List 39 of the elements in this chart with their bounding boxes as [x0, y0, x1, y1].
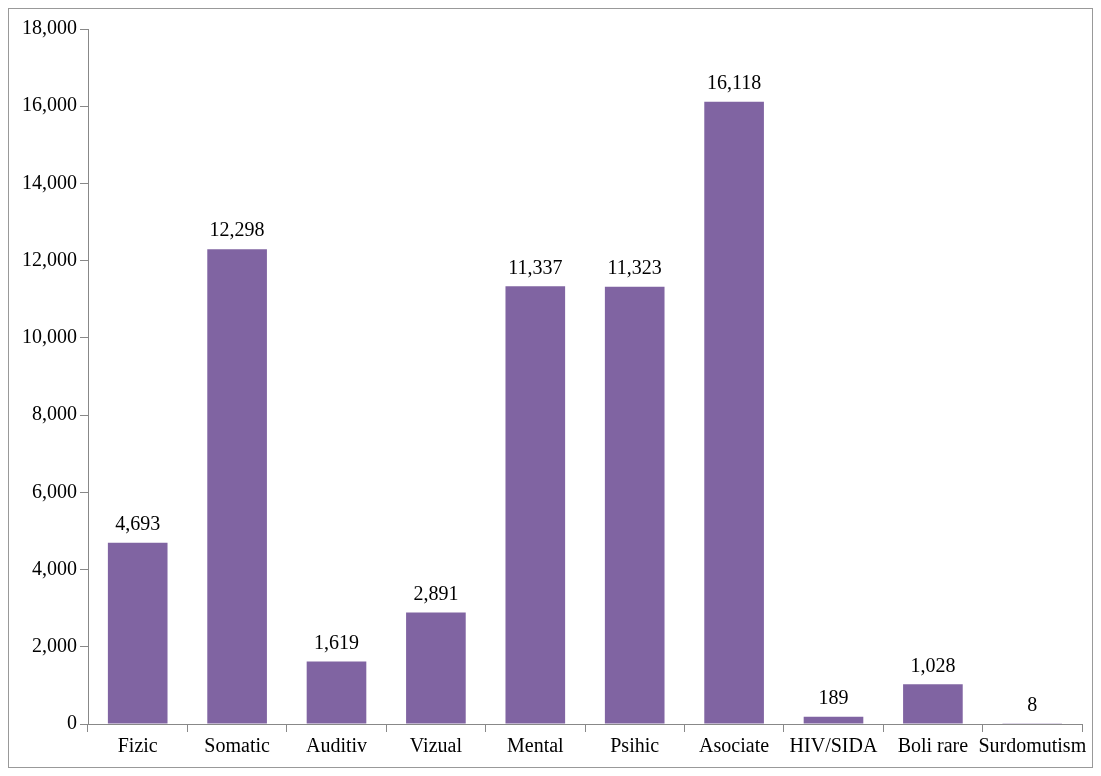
x-tick-label: Psihic — [610, 734, 660, 757]
data-label: 8 — [1027, 692, 1038, 715]
y-tick-label: 12,000 — [22, 247, 77, 270]
bar — [406, 612, 466, 724]
x-tick-label: Auditiv — [305, 734, 368, 757]
bar — [207, 249, 267, 724]
y-tick-label: 10,000 — [22, 325, 77, 348]
bar — [107, 542, 168, 724]
x-tick-label: Surdomutism — [978, 734, 1087, 757]
data-label: 1,028 — [910, 653, 956, 676]
data-label: 11,323 — [607, 256, 662, 279]
bar — [803, 716, 864, 724]
y-tick-label: 6,000 — [32, 479, 77, 502]
y-tick-label: 18,000 — [22, 16, 77, 39]
x-tick-label: Fizic — [117, 734, 158, 757]
bar — [306, 661, 367, 724]
data-label: 11,337 — [508, 255, 563, 278]
data-label: 1,619 — [314, 630, 359, 653]
bar — [704, 101, 764, 724]
bar — [903, 684, 963, 724]
y-tick-label: 4,000 — [32, 556, 77, 579]
x-tick-label: Vizual — [409, 734, 463, 757]
x-tick-label: Asociate — [699, 734, 770, 757]
data-label: 189 — [818, 685, 849, 708]
data-label: 2,891 — [413, 581, 459, 604]
data-label: 16,118 — [706, 70, 762, 93]
y-tick-label: 14,000 — [22, 170, 77, 193]
y-tick-label: 16,000 — [22, 93, 77, 116]
data-label: 12,298 — [209, 218, 265, 241]
y-tick-label: 0 — [67, 711, 77, 734]
data-label: 4,693 — [115, 512, 161, 535]
x-tick-label: Mental — [506, 734, 565, 757]
x-tick-label: Somatic — [204, 734, 270, 757]
bar — [505, 286, 566, 724]
x-tick-label: Boli rare — [897, 734, 969, 757]
y-tick-label: 2,000 — [32, 634, 77, 657]
bar — [604, 286, 665, 724]
y-tick-label: 8,000 — [32, 402, 77, 425]
x-tick-label: HIV/SIDA — [789, 734, 878, 757]
